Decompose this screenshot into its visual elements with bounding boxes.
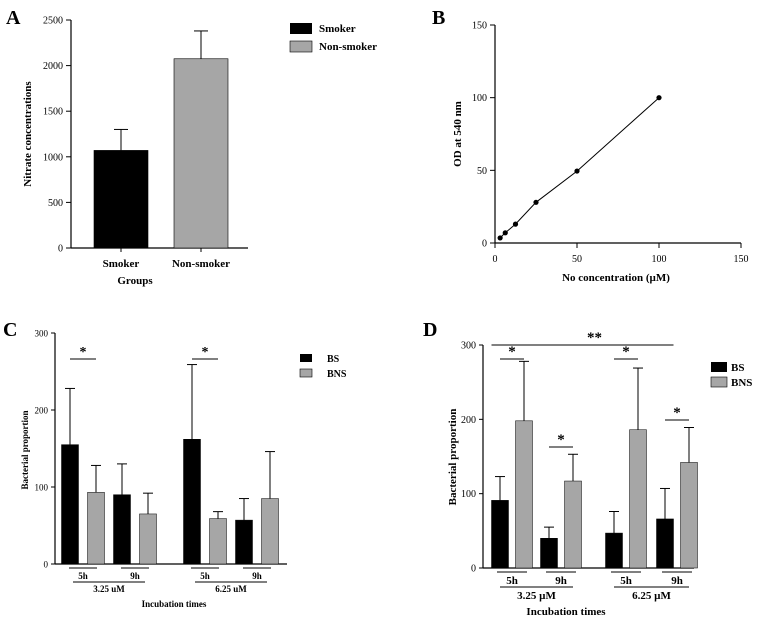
chart-b-point: [533, 199, 539, 205]
chart-d-time-label: 5h: [620, 575, 632, 587]
chart-a-ytick-label: 1500: [43, 107, 63, 118]
chart-d-bar-bns: [515, 420, 533, 569]
legend-a-smoker-swatch: [290, 23, 312, 34]
chart-b-point: [574, 168, 580, 174]
chart-b-ytick-label: 0: [482, 239, 487, 250]
chart-c-ytick-label: 300: [35, 329, 49, 339]
chart-c-concentration-label: 6.25 uM: [215, 584, 247, 594]
chart-d-bar-bns: [680, 462, 698, 569]
chart-c-xlabel: Incubation times: [142, 599, 207, 609]
chart-d-concentration-label: 3.25 µM: [517, 590, 556, 602]
legend-d-bns-label: BNS: [731, 377, 752, 389]
legend-a-nonsmoker-swatch: [289, 40, 313, 53]
chart-c-bar-bs: [113, 494, 131, 565]
chart-b-ylabel: OD at 540 nm: [452, 101, 464, 167]
chart-a-bar-smoker: [93, 150, 149, 249]
chart-d-xlabel: Incubation times: [526, 606, 606, 617]
chart-a-ytick-label: 0: [58, 244, 63, 255]
chart-d-bar-bns: [629, 429, 647, 569]
chart-c-bar-bns: [87, 492, 105, 565]
legend-d-bs-label: BS: [731, 362, 744, 374]
chart-d-time-label: 5h: [506, 575, 518, 587]
chart-c-time-label: 9h: [252, 571, 262, 581]
chart-b-point: [512, 221, 519, 227]
legend-a-smoker-label: Smoker: [319, 23, 356, 35]
chart-b-series-line: [499, 97, 660, 239]
legend-c-bns-label: BNS: [327, 369, 347, 380]
chart-a: 0 500 1000 1500 2000 2500 Smoker Non-smoker: [43, 16, 248, 270]
chart-b-xtick-label: 150: [734, 254, 749, 265]
legend-a-nonsmoker-label: Non-smoker: [319, 41, 377, 53]
chart-a-ytick-label: 2000: [43, 61, 63, 72]
chart-c-ytick-label: 100: [35, 483, 49, 493]
chart-c-ytick-label: 200: [35, 406, 49, 416]
chart-b-point: [656, 95, 662, 101]
chart-b-ytick-label: 50: [477, 166, 487, 177]
chart-d-bar-bs: [540, 538, 558, 569]
chart-c-bar-bs: [183, 439, 201, 565]
chart-b-point: [502, 230, 508, 236]
chart-d-significance-marker: *: [557, 432, 565, 448]
panel-label-d: D: [423, 319, 437, 341]
chart-b-ytick-label: 100: [472, 93, 487, 104]
chart-b-ytick-label: 150: [472, 21, 487, 32]
chart-d-bar-bs: [605, 532, 623, 569]
chart-a-bar-non-smoker: [173, 58, 229, 249]
legend-c-bns-swatch: [299, 368, 313, 378]
chart-b-xtick-label: 50: [572, 254, 582, 265]
chart-c-bar-bs: [61, 444, 79, 565]
chart-a-category-label: Smoker: [103, 258, 140, 270]
chart-a-category-label: Non-smoker: [172, 258, 230, 270]
legend-c-bs-swatch: [300, 354, 312, 362]
chart-d-significance-marker: *: [673, 405, 681, 421]
chart-b: 0 50 100 150 0 50 100 150: [472, 21, 749, 266]
panel-label-b: B: [432, 7, 445, 29]
chart-c-significance-marker: *: [202, 345, 209, 360]
legend-c-bs-label: BS: [327, 354, 340, 365]
chart-b-xlabel: No concentration (µM): [562, 272, 670, 284]
chart-d-bar-bs: [491, 500, 509, 569]
chart-d-ytick-label: 100: [461, 489, 476, 500]
chart-d-ylabel: Bacterial proportion: [447, 409, 459, 506]
legend-d-bs-swatch: [711, 362, 727, 372]
panel-label-c: C: [3, 319, 17, 341]
chart-d-concentration-label: 6.25 µM: [632, 590, 671, 602]
chart-c-bar-bns: [261, 498, 279, 565]
chart-c-concentration-label: 3.25 uM: [93, 584, 125, 594]
chart-d-time-label: 9h: [671, 575, 683, 587]
chart-c-significance-marker: *: [80, 345, 87, 360]
chart-c-ylabel: Bacterial proportion: [20, 410, 30, 489]
chart-a-ytick-label: 1000: [43, 152, 63, 163]
chart-a-ytick-label: 2500: [43, 16, 63, 27]
chart-c-time-label: 5h: [200, 571, 210, 581]
chart-a-ylabel: Nitrate concentrations: [22, 81, 34, 187]
chart-c-bar-bs: [235, 519, 253, 565]
chart-c-time-label: 5h: [78, 571, 88, 581]
chart-c-bar-bns: [139, 513, 157, 565]
chart-d-ytick-label: 300: [461, 341, 476, 352]
chart-d-significance-marker: **: [587, 330, 602, 346]
chart-a-xlabel: Groups: [117, 275, 153, 287]
chart-b-xtick-label: 100: [652, 254, 667, 265]
chart-b-point: [497, 235, 503, 241]
chart-b-xtick-label: 0: [493, 254, 498, 265]
chart-d-ytick-label: 200: [461, 415, 476, 426]
chart-d-ytick-label: 0: [471, 564, 476, 575]
chart-d-significance-marker: *: [508, 344, 516, 360]
chart-d-bar-bns: [564, 480, 582, 569]
legend-d-bns-swatch: [710, 376, 728, 388]
chart-c-time-label: 9h: [130, 571, 140, 581]
chart-a-ytick-label: 500: [48, 198, 63, 209]
chart-c-ytick-label: 0: [44, 560, 49, 570]
chart-c: 0 100 200 300 5h 9h 5h 9h 3.25 uM 6.25 uM * *: [35, 329, 287, 594]
chart-d-time-label: 9h: [555, 575, 567, 587]
chart-c-bar-bns: [209, 518, 227, 565]
chart-d-bar-bs: [656, 518, 674, 569]
panel-label-a: A: [6, 7, 21, 29]
chart-d-significance-marker: *: [622, 344, 630, 360]
